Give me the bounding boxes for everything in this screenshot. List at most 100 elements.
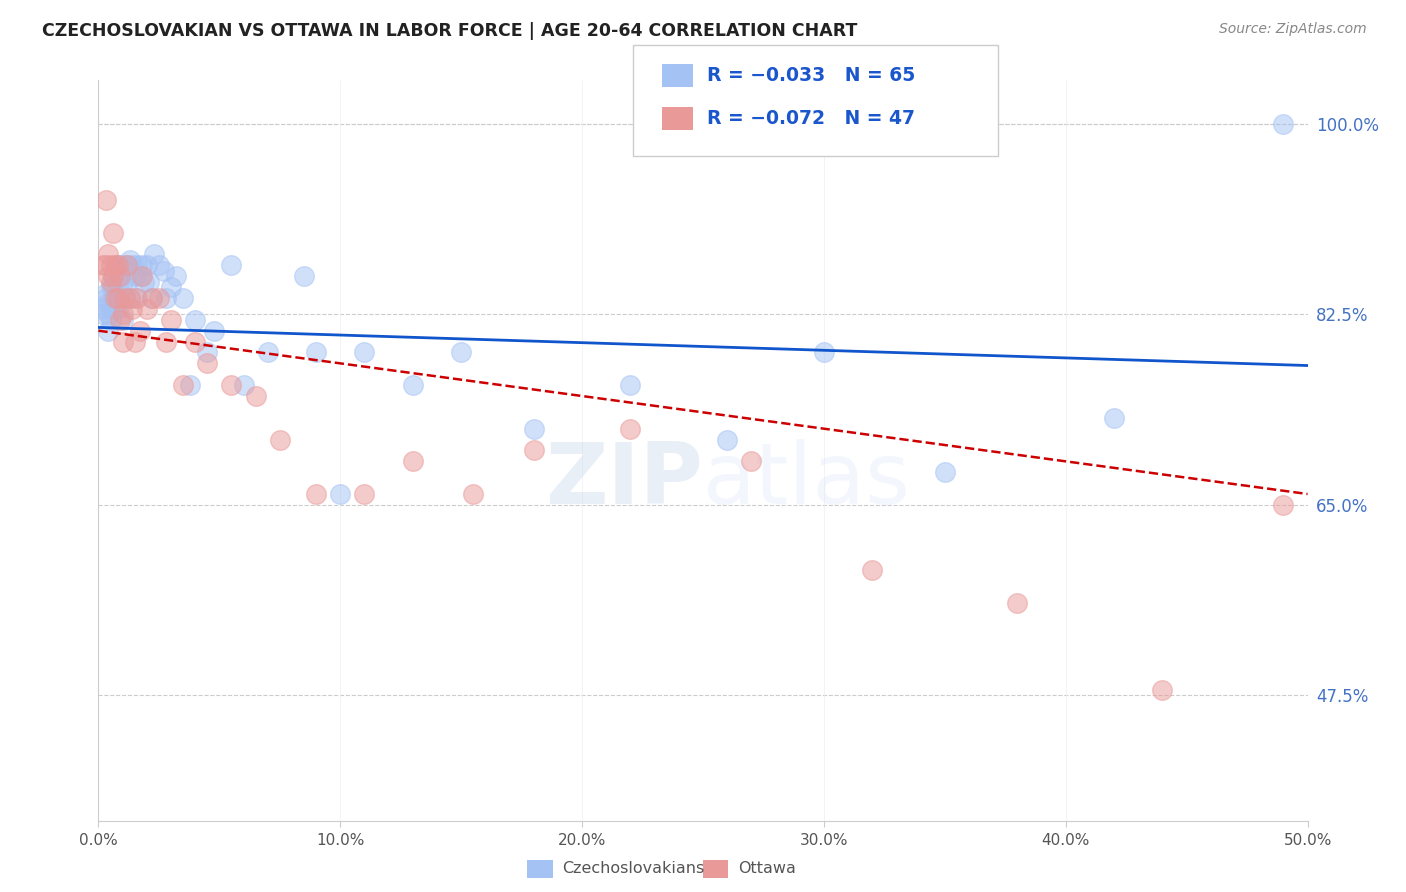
Point <box>128 269 150 284</box>
Point <box>172 378 194 392</box>
Point <box>124 334 146 349</box>
Point <box>91 307 114 321</box>
Point <box>114 291 136 305</box>
Point <box>100 280 122 294</box>
Point <box>619 378 641 392</box>
Point <box>104 258 127 272</box>
Text: R = −0.072   N = 47: R = −0.072 N = 47 <box>707 109 915 128</box>
Point <box>107 291 129 305</box>
Point <box>160 313 183 327</box>
Point <box>100 258 122 272</box>
Point <box>141 291 163 305</box>
Point <box>97 247 120 261</box>
Point <box>148 258 170 272</box>
Point <box>195 345 218 359</box>
Point <box>256 345 278 359</box>
Point <box>97 296 120 310</box>
Point <box>108 269 131 284</box>
Point <box>94 193 117 207</box>
Point <box>184 334 207 349</box>
Text: R = −0.033   N = 65: R = −0.033 N = 65 <box>707 66 915 86</box>
Point <box>305 345 328 359</box>
Point <box>91 301 114 316</box>
Point <box>114 258 136 272</box>
Point <box>107 258 129 272</box>
Point <box>111 334 134 349</box>
Point <box>97 307 120 321</box>
Point <box>135 258 157 272</box>
Point <box>141 291 163 305</box>
Point <box>101 280 124 294</box>
Point <box>232 378 254 392</box>
Point <box>148 291 170 305</box>
Point <box>172 291 194 305</box>
Point <box>292 269 315 284</box>
Point <box>179 378 201 392</box>
Point <box>1272 498 1295 512</box>
Point <box>716 433 738 447</box>
Point <box>100 275 122 289</box>
Point <box>135 301 157 316</box>
Point <box>111 313 134 327</box>
Point <box>1102 410 1125 425</box>
Point <box>1272 117 1295 131</box>
Text: CZECHOSLOVAKIAN VS OTTAWA IN LABOR FORCE | AGE 20-64 CORRELATION CHART: CZECHOSLOVAKIAN VS OTTAWA IN LABOR FORCE… <box>42 22 858 40</box>
Point <box>100 301 122 316</box>
Point <box>143 247 166 261</box>
Point <box>97 324 120 338</box>
Point <box>1152 683 1174 698</box>
Point <box>305 487 328 501</box>
Point <box>152 264 174 278</box>
Point <box>245 389 267 403</box>
Point <box>165 269 187 284</box>
Point <box>619 422 641 436</box>
Point <box>108 269 131 284</box>
Point <box>118 291 141 305</box>
Point <box>94 285 117 300</box>
Text: Source: ZipAtlas.com: Source: ZipAtlas.com <box>1219 22 1367 37</box>
Point <box>104 291 127 305</box>
Point <box>108 313 131 327</box>
Point <box>523 443 546 458</box>
Point <box>353 487 375 501</box>
Point <box>127 291 149 305</box>
Point <box>104 264 127 278</box>
Point <box>131 269 153 284</box>
Point <box>131 258 153 272</box>
Point <box>101 291 124 305</box>
Text: ZIP: ZIP <box>546 439 703 522</box>
Point <box>221 378 243 392</box>
Point <box>94 291 117 305</box>
Point <box>101 269 124 284</box>
Point <box>91 258 114 272</box>
Point <box>118 252 141 267</box>
Point <box>111 307 134 321</box>
Point <box>160 280 183 294</box>
Point <box>118 291 141 305</box>
Point <box>101 269 124 284</box>
Point <box>117 258 139 272</box>
Point <box>107 258 129 272</box>
Point <box>860 563 883 577</box>
Text: Ottawa: Ottawa <box>738 862 796 876</box>
Point <box>111 275 134 289</box>
Point <box>127 258 149 272</box>
Text: Czechoslovakians: Czechoslovakians <box>562 862 704 876</box>
Point <box>813 345 835 359</box>
Point <box>184 313 207 327</box>
Point <box>450 345 472 359</box>
Point <box>402 454 425 468</box>
Point <box>124 269 146 284</box>
Point <box>117 275 139 289</box>
Point <box>155 334 177 349</box>
Point <box>934 465 956 479</box>
Text: atlas: atlas <box>703 439 911 522</box>
Point <box>94 258 117 272</box>
Point <box>128 324 150 338</box>
Point <box>138 275 160 289</box>
Point <box>100 313 122 327</box>
Point <box>101 226 124 240</box>
Point <box>121 301 143 316</box>
Point <box>155 291 177 305</box>
Point <box>107 280 129 294</box>
